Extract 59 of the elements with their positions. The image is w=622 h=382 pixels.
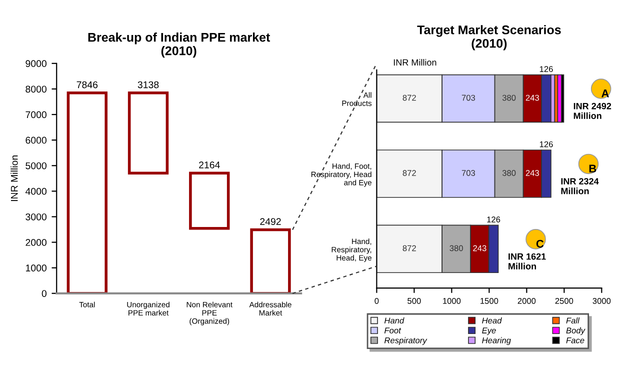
y-tick-label: 3000 <box>26 213 46 220</box>
data-label: 3138 <box>138 81 159 88</box>
chart-title: Break-up of Indian PPE market (2010) <box>88 32 270 58</box>
data-label: 126 <box>540 141 553 148</box>
y-tick-label: 6000 <box>26 136 46 144</box>
bar <box>250 228 291 294</box>
legend-label: Body <box>566 327 586 336</box>
y-tick-label: 1000 <box>26 264 46 272</box>
data-label: 7846 <box>76 81 98 88</box>
legend-label: Foot <box>384 328 402 334</box>
data-label: 126 <box>487 216 500 222</box>
x-tick-label: 3000 <box>592 298 611 304</box>
y-tick-label: 5000 <box>26 162 46 170</box>
data-label: 380 <box>502 170 516 176</box>
y-tick-label: 2000 <box>26 239 46 246</box>
data-label: 126 <box>540 66 553 72</box>
x-tick-label: 1500 <box>480 298 498 304</box>
data-label: 703 <box>462 94 476 101</box>
annotation: INR 2324 Million <box>561 178 599 194</box>
legend-label: Fall <box>566 317 580 324</box>
bar <box>66 92 108 294</box>
annotation: B <box>589 164 596 172</box>
y-tick-label: 4000 <box>25 188 46 195</box>
x-tick-label: 2000 <box>518 298 536 304</box>
data-label: 872 <box>402 170 416 176</box>
x-tick-label: 0 <box>374 298 379 304</box>
annotation: INR 2492 Million <box>574 102 612 120</box>
data-label: 872 <box>402 245 416 252</box>
data-label: 243 <box>473 245 486 252</box>
y-tick-label: 0 <box>42 290 46 297</box>
data-label: 243 <box>526 94 539 101</box>
bar <box>189 172 230 230</box>
x-tick-label: 1000 <box>443 298 461 304</box>
data-label: 2492 <box>260 218 281 225</box>
legend-label: Eye <box>482 328 496 336</box>
x-tick-label: 2500 <box>555 298 574 304</box>
bar <box>561 74 564 123</box>
data-label: 380 <box>502 94 516 101</box>
data-label: 2164 <box>199 161 220 168</box>
annotation: INR 1621 Million <box>508 253 546 270</box>
annotation: A <box>601 90 609 98</box>
chart-title: Target Market Scenarios (2010) <box>417 25 561 50</box>
y-axis-title: INR Million <box>10 156 18 201</box>
data-label: 243 <box>526 170 539 176</box>
y-tick-label: 7000 <box>26 111 46 118</box>
legend-label: Head <box>482 317 502 324</box>
legend-label: Face <box>566 337 584 344</box>
legend-label: Hand <box>384 317 404 324</box>
y-tick-label: 8000 <box>26 86 46 93</box>
x-axis-title: INR Million <box>394 59 436 66</box>
data-label: 872 <box>402 94 416 101</box>
bar <box>128 92 169 174</box>
legend-label: Respiratory <box>384 337 428 345</box>
legend-label: Hearing <box>482 337 511 345</box>
annotation: C <box>536 240 544 248</box>
y-tick-label: 9000 <box>26 60 46 68</box>
data-label: 380 <box>450 245 463 252</box>
x-tick-label: 500 <box>408 298 421 304</box>
data-label: 703 <box>462 170 476 176</box>
